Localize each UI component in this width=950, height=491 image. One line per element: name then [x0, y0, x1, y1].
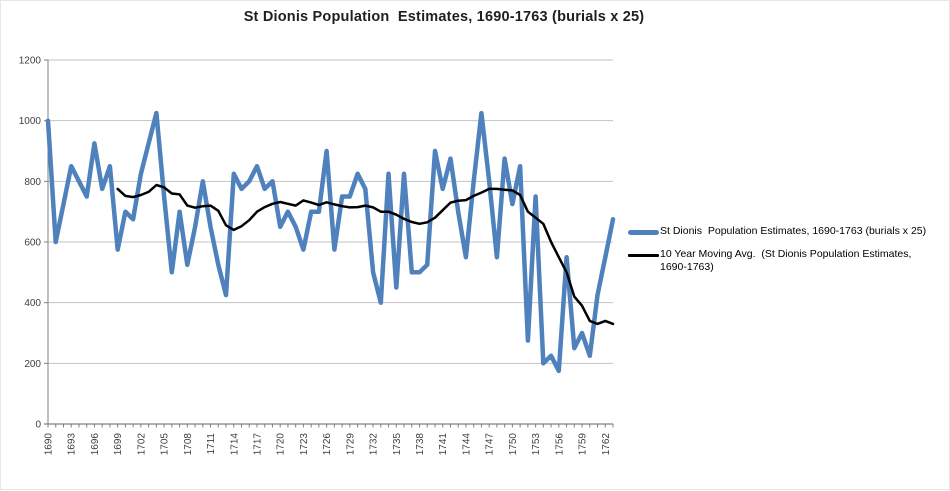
x-tick-label: 1711 [206, 433, 217, 455]
x-tick-label: 1726 [322, 433, 333, 456]
x-tick-label: 1735 [392, 433, 403, 456]
x-tick-label: 1699 [113, 433, 124, 456]
y-tick-label: 1200 [19, 56, 42, 67]
y-tick-label: 0 [35, 420, 41, 431]
x-tick-label: 1723 [299, 433, 310, 456]
x-tick-label: 1732 [369, 433, 380, 456]
x-tick-label: 1753 [531, 433, 542, 456]
x-tick-label: 1747 [485, 433, 496, 456]
moving-avg-series-line [116, 183, 615, 326]
y-tick-label: 600 [24, 238, 41, 249]
x-tick-label: 1690 [44, 433, 55, 456]
x-tick-label: 1720 [276, 433, 287, 456]
x-tick-label: 1741 [438, 433, 449, 456]
legend-item-moving-avg: 10 Year Moving Avg. (St Dionis Populatio… [628, 248, 938, 275]
legend-item-population: St Dionis Population Estimates, 1690-176… [628, 225, 938, 239]
chart-legend: St Dionis Population Estimates, 1690-176… [628, 225, 938, 284]
x-tick-label: 1762 [601, 433, 612, 456]
y-tick-label: 200 [24, 359, 41, 370]
legend-label-moving-avg: 10 Year Moving Avg. (St Dionis Populatio… [660, 247, 915, 274]
y-tick-label: 1000 [19, 116, 42, 127]
x-tick-label: 1717 [252, 433, 263, 456]
x-tick-label: 1705 [160, 433, 171, 456]
legend-swatch-moving-avg-line [628, 253, 659, 257]
population-series-line [45, 110, 616, 374]
x-tick-label: 1693 [67, 433, 78, 456]
x-tick-label: 1729 [345, 433, 356, 456]
x-tick-label: 1708 [183, 433, 194, 456]
x-tick-label: 1702 [136, 433, 147, 456]
x-tick-label: 1759 [578, 433, 589, 456]
x-tick-label: 1756 [554, 433, 565, 456]
x-tick-label: 1714 [229, 433, 240, 456]
x-tick-label: 1744 [461, 433, 472, 456]
chart-title: St Dionis Population Estimates, 1690-176… [243, 9, 645, 25]
x-tick-label: 1738 [415, 433, 426, 456]
legend-swatch-population-line [628, 230, 659, 235]
x-tick-label: 1696 [90, 433, 101, 456]
y-tick-label: 800 [24, 177, 41, 188]
x-tick-label: 1750 [508, 433, 519, 456]
legend-label-population: St Dionis Population Estimates, 1690-176… [660, 225, 927, 237]
y-tick-label: 400 [24, 298, 41, 309]
